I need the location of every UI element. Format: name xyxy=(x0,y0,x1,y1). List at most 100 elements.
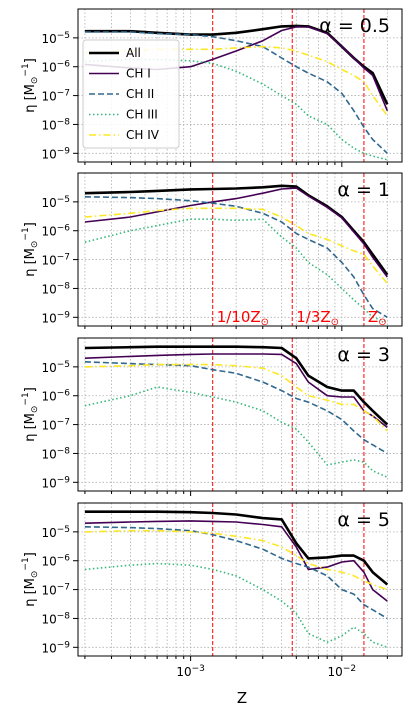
legend-box xyxy=(82,39,180,149)
y-axis-label: η [M⊙−1] xyxy=(21,58,40,113)
axes-frame xyxy=(77,337,403,492)
y-tick-label-exponent: −8 xyxy=(57,446,71,456)
metallicity-label-sub: ⊙ xyxy=(378,317,386,328)
y-tick-label-exponent: −8 xyxy=(57,117,71,127)
axes-frame xyxy=(77,172,403,327)
metallicity-label-main: 1/10Z xyxy=(217,308,261,326)
y-tick-label-exponent: −5 xyxy=(57,195,70,205)
metallicity-label-main: 1/3Z xyxy=(296,308,330,326)
y-tick-label: 10−8 xyxy=(41,117,70,132)
x-tick-label: 10−3 xyxy=(176,664,205,679)
y-tick-label-base: 10 xyxy=(41,282,56,296)
y-tick-label: 10−8 xyxy=(41,281,70,296)
y-tick-label-exponent: −9 xyxy=(57,146,71,156)
panel-title: α = 5 xyxy=(337,509,390,531)
series-line-ch-iii xyxy=(84,386,388,478)
series-line-all xyxy=(84,510,389,586)
y-tick-label-exponent: −8 xyxy=(57,281,71,291)
y-tick-label: 10−6 xyxy=(41,389,70,404)
y-label-sub: ⊙ xyxy=(30,241,40,249)
legend-label: CH II xyxy=(126,87,154,101)
y-tick-label-base: 10 xyxy=(41,225,56,239)
series-line-ch-iii xyxy=(84,562,388,649)
y-tick-label-exponent: −6 xyxy=(57,224,71,234)
x-tick-label: 10−2 xyxy=(328,664,357,679)
series-line-ch-ii xyxy=(84,31,388,154)
y-tick-label: 10−9 xyxy=(41,475,70,490)
y-tick-label-base: 10 xyxy=(41,90,56,104)
y-label-main: η [M xyxy=(23,84,38,113)
y-label-sup: −1 xyxy=(21,63,31,76)
y-label-main: η [M xyxy=(23,578,38,607)
y-tick-label: 10−7 xyxy=(41,418,70,433)
y-tick-label-base: 10 xyxy=(41,612,56,626)
y-label-end: ] xyxy=(23,58,38,63)
y-tick-label-exponent: −7 xyxy=(57,418,70,428)
metallicity-label-sub: ⊙ xyxy=(331,317,339,328)
y-label-sub: ⊙ xyxy=(30,406,40,414)
x-axis-label: Z xyxy=(237,689,247,707)
y-label-sup: −1 xyxy=(21,227,31,240)
x-tick-label-base: 10 xyxy=(176,665,191,679)
y-tick-label-base: 10 xyxy=(41,32,56,46)
series-line-ch-ii xyxy=(84,361,388,455)
y-tick-label-base: 10 xyxy=(41,390,56,404)
series-line-ch-iii xyxy=(84,218,388,323)
y-tick-label-exponent: −9 xyxy=(57,640,71,650)
series-line-all xyxy=(84,184,389,276)
y-tick-label: 10−7 xyxy=(41,253,70,268)
y-tick-label-base: 10 xyxy=(41,254,56,268)
y-tick-label: 10−6 xyxy=(41,60,70,75)
y-label-sup: −1 xyxy=(21,557,31,570)
axes-frame xyxy=(77,502,403,657)
y-tick-label-exponent: −5 xyxy=(57,31,70,41)
y-tick-label-base: 10 xyxy=(41,419,56,433)
y-tick-label-base: 10 xyxy=(41,641,56,655)
y-tick-label-base: 10 xyxy=(41,447,56,461)
y-tick-label-exponent: −6 xyxy=(57,554,71,564)
y-tick-label-exponent: −5 xyxy=(57,525,70,535)
series-line-ch-iv xyxy=(84,207,388,284)
y-label-main: η [M xyxy=(23,413,38,442)
y-tick-label-base: 10 xyxy=(41,196,56,210)
y-tick-label: 10−6 xyxy=(41,224,70,239)
y-tick-label: 10−7 xyxy=(41,583,70,598)
y-tick-label-base: 10 xyxy=(41,526,56,540)
y-tick-label-exponent: −8 xyxy=(57,611,71,621)
y-label-main: η [M xyxy=(23,248,38,277)
y-tick-label: 10−5 xyxy=(41,525,70,540)
metallicity-label-3: Z⊙ xyxy=(368,308,387,328)
panel-3: 10−510−610−710−810−9η [M⊙−1]α = 3 xyxy=(21,337,403,496)
x-tick-label-exponent: −3 xyxy=(192,664,205,674)
panels-group: 10−510−610−710−810−9η [M⊙−1]α = 0.5AllCH… xyxy=(21,8,403,679)
y-tick-label-exponent: −6 xyxy=(57,389,71,399)
y-tick-label: 10−5 xyxy=(41,31,70,46)
legend-label: CH IV xyxy=(126,128,160,142)
y-tick-label-exponent: −7 xyxy=(57,253,70,263)
panel-title: α = 0.5 xyxy=(319,15,390,37)
y-tick-label: 10−6 xyxy=(41,554,70,569)
y-tick-label-exponent: −5 xyxy=(57,360,70,370)
y-label-sub: ⊙ xyxy=(30,77,40,85)
panel-4: 10−3 10−210−510−610−710−810−9η [M⊙−1]α = … xyxy=(21,502,403,679)
series-line-ch-iv xyxy=(84,529,388,591)
series-line-ch-ii xyxy=(84,526,388,620)
y-label-end: ] xyxy=(23,222,38,227)
y-label-end: ] xyxy=(23,387,38,392)
y-tick-label-base: 10 xyxy=(41,361,56,375)
y-axis-label: η [M⊙−1] xyxy=(21,222,40,277)
y-tick-label-base: 10 xyxy=(41,476,56,490)
y-axis-label: η [M⊙−1] xyxy=(21,552,40,607)
panel-2: 10−510−610−710−810−9η [M⊙−1]α = 11/10Z⊙ 1… xyxy=(21,172,403,331)
y-tick-label-base: 10 xyxy=(41,61,56,75)
y-tick-label: 10−7 xyxy=(41,89,70,104)
series-line-all xyxy=(84,345,389,426)
x-tick-label-base: 10 xyxy=(328,665,343,679)
legend: All CH I CH II CH III CH IV xyxy=(82,39,180,149)
y-tick-label-exponent: −7 xyxy=(57,89,70,99)
panel-title: α = 1 xyxy=(337,179,390,201)
y-tick-label: 10−9 xyxy=(41,146,70,161)
y-tick-label: 10−5 xyxy=(41,195,70,210)
y-tick-label-base: 10 xyxy=(41,147,56,161)
